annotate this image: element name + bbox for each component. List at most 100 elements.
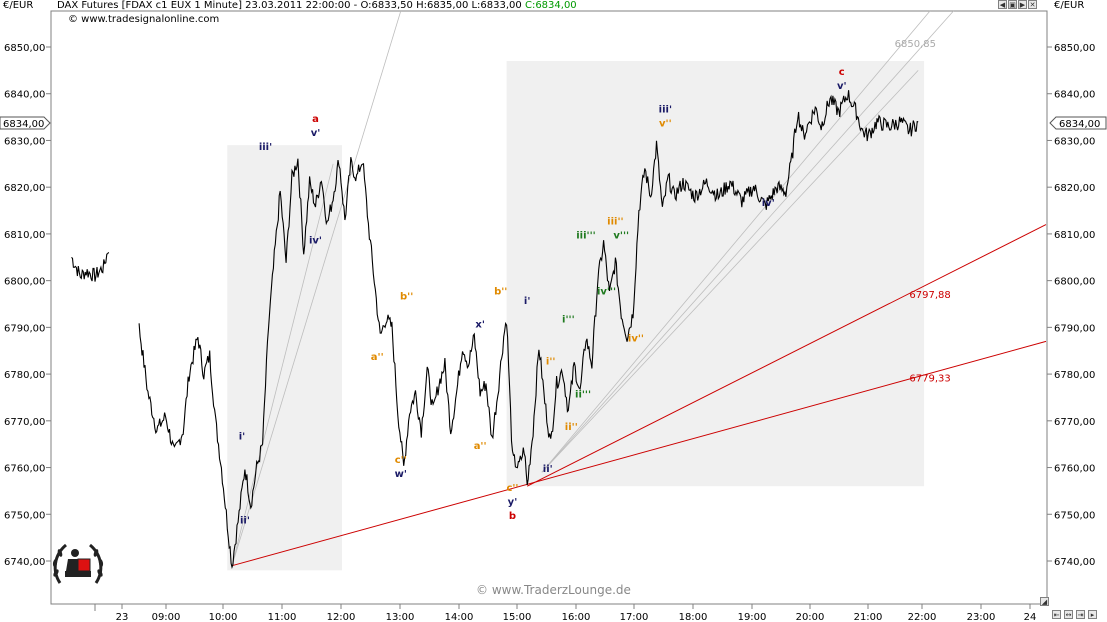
wave-label-24: v''' — [613, 231, 629, 242]
wave-label-3: iv' — [309, 235, 322, 246]
y-tick-label-right-8: 6820,00 — [1054, 183, 1095, 194]
last-price-right: 6834,00 — [1059, 119, 1100, 130]
y-tick-label-right-11: 6850,00 — [1054, 43, 1095, 54]
wave-label-28: v'' — [659, 118, 672, 129]
x-tick-label-16: 24 — [1024, 612, 1037, 622]
y-tick-label-left-10: 6840,00 — [4, 90, 45, 101]
fan-line-3 — [541, 10, 954, 473]
zoom-button[interactable]: ▣ — [1008, 0, 1017, 9]
scroll-end-button[interactable]: ▸ — [1088, 610, 1097, 619]
wave-label-15: b — [509, 511, 516, 522]
shrink-x-button[interactable]: ⇤ — [1052, 610, 1061, 619]
y-tick-label-left-3: 6770,00 — [4, 417, 45, 428]
expand-x-button[interactable]: ⇥ — [1076, 610, 1085, 619]
y-tick-label-right-9: 6830,00 — [1054, 136, 1095, 147]
scroll-left-button[interactable]: ◀ — [998, 0, 1007, 9]
wave-label-5: ii' — [240, 516, 250, 527]
y-tick-label-right-6: 6800,00 — [1054, 277, 1095, 288]
wave-label-7: a'' — [371, 352, 384, 363]
fan-line-0 — [231, 10, 402, 566]
wave-label-16: i' — [524, 296, 531, 307]
x-tick-label-4: 12:00 — [327, 612, 356, 622]
wave-label-12: b'' — [494, 287, 507, 298]
y-tick-label-left-11: 6850,00 — [4, 43, 45, 54]
close-value: C:6834,00 — [525, 0, 577, 11]
y-tick-label-right-3: 6770,00 — [1054, 417, 1095, 428]
y-tick-label-right-5: 6790,00 — [1054, 323, 1095, 334]
wave-label-17: ii' — [543, 464, 553, 475]
close-chart-button[interactable]: ✕ — [1028, 0, 1037, 9]
instrument-title: DAX Futures [FDAX c1 EUX 1 Minute] 23.03… — [57, 0, 577, 11]
y-tick-label-right-2: 6760,00 — [1054, 464, 1095, 475]
x-tick-label-12: 20:00 — [796, 612, 825, 622]
last-price-tag-right: 6834,00 — [1049, 116, 1107, 130]
wave-label-8: c'' — [395, 455, 407, 466]
x-tick-label-2: 10:00 — [209, 612, 238, 622]
scroll-right-button[interactable]: ▶ — [1018, 0, 1027, 9]
x-tick-label-11: 19:00 — [738, 612, 767, 622]
x-tick-label-13: 21:00 — [854, 612, 883, 622]
x-tick-label-3: 11:00 — [268, 612, 297, 622]
last-price-tag-left: 6834,00 — [0, 116, 51, 130]
wave-label-20: i''' — [562, 315, 575, 326]
x-tick-label-5: 13:00 — [386, 612, 415, 622]
y-tick-label-left-2: 6760,00 — [4, 464, 45, 475]
last-price-left: 6834,00 — [3, 119, 44, 130]
wave-label-10: x' — [475, 319, 485, 330]
wave-label-13: c'' — [506, 483, 518, 494]
wave-label-23: iv''' — [597, 287, 616, 298]
y-tick-label-left-0: 6740,00 — [4, 557, 45, 568]
y-tick-label-left-5: 6790,00 — [4, 323, 45, 334]
watermark: © www.TraderzLounge.de — [476, 583, 631, 597]
x-tick-label-7: 15:00 — [503, 612, 532, 622]
trendline-label-1: 6779,33 — [909, 373, 950, 384]
price-line — [71, 90, 919, 570]
x-tick-label-1: 09:00 — [152, 612, 181, 622]
wave-label-22: iii''' — [576, 231, 595, 242]
fan-line-4 — [541, 70, 919, 473]
y-tick-label-right-7: 6810,00 — [1054, 230, 1095, 241]
trendline-1 — [231, 340, 1047, 567]
wave-label-31: v' — [837, 81, 847, 92]
x-tick-label-15: 23:00 — [967, 612, 996, 622]
laurel-logo-icon — [52, 543, 104, 584]
currency-label-right: €/EUR — [1054, 0, 1084, 11]
wave-label-21: ii''' — [575, 389, 591, 400]
y-tick-label-left-9: 6830,00 — [4, 136, 45, 147]
wave-label-9: w' — [395, 469, 407, 480]
wave-label-0: a — [312, 114, 319, 125]
wave-label-27: iii' — [659, 104, 672, 115]
resize-handle-icon[interactable]: ◢ — [1040, 597, 1049, 606]
wave-label-2: iii' — [259, 142, 272, 153]
wave-label-25: iii'' — [607, 217, 623, 228]
x-tick-label-8: 16:00 — [562, 612, 591, 622]
y-tick-label-left-6: 6800,00 — [4, 277, 45, 288]
y-tick-label-left-1: 6750,00 — [4, 510, 45, 521]
x-tick-label-9: 17:00 — [620, 612, 649, 622]
wave-label-19: ii'' — [565, 422, 578, 433]
y-tick-label-right-0: 6740,00 — [1054, 557, 1095, 568]
wave-label-6: b'' — [400, 291, 413, 302]
x-tick-label-6: 14:00 — [445, 612, 474, 622]
trendline-label-0: 6797,88 — [909, 290, 950, 301]
x-tick-label-10: 18:00 — [679, 612, 708, 622]
wave-label-1: v' — [311, 128, 321, 139]
fit-x-button[interactable]: ↔ — [1064, 610, 1073, 619]
y-tick-label-right-4: 6780,00 — [1054, 370, 1095, 381]
trendline-0 — [526, 224, 1047, 487]
wave-label-29: iv' — [762, 198, 775, 209]
y-tick-label-left-8: 6820,00 — [4, 183, 45, 194]
y-tick-label-right-1: 6750,00 — [1054, 510, 1095, 521]
instrument-text: DAX Futures [FDAX c1 EUX 1 Minute] 23.03… — [57, 0, 522, 11]
wave-label-11: a'' — [474, 441, 487, 452]
website-label: © www.tradesignalonline.com — [68, 14, 219, 25]
wave-label-30: c — [839, 67, 845, 78]
level-label: 6850,85 — [895, 39, 936, 50]
fan-line-2 — [541, 10, 931, 473]
currency-label: €/EUR — [3, 0, 33, 11]
wave-label-18: i'' — [546, 357, 556, 368]
wave-label-4: i' — [239, 432, 246, 443]
y-tick-label-left-4: 6780,00 — [4, 370, 45, 381]
wave-box-1 — [506, 61, 925, 487]
